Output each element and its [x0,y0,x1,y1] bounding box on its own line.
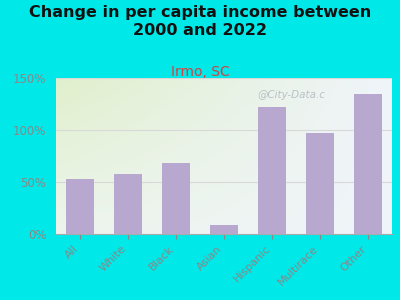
Bar [66,179,94,234]
Bar [210,225,238,234]
Text: Change in per capita income between
2000 and 2022: Change in per capita income between 2000… [29,4,371,38]
Bar [114,174,142,234]
Bar [354,94,382,234]
Text: @City-Data.c: @City-Data.c [258,91,326,100]
Text: Irmo, SC: Irmo, SC [171,64,229,79]
Bar [306,133,334,234]
Bar [258,107,286,234]
Bar [162,163,190,234]
